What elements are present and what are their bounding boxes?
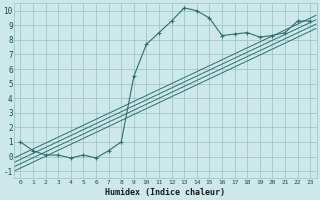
X-axis label: Humidex (Indice chaleur): Humidex (Indice chaleur) [105,188,225,197]
